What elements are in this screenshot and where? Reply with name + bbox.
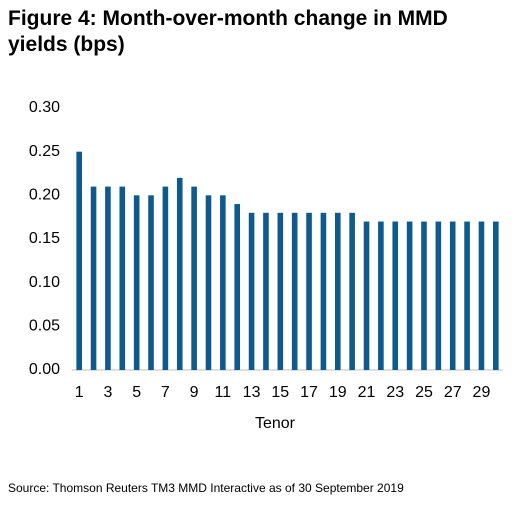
x-tick-label: 23 <box>386 384 404 401</box>
bar <box>234 204 241 370</box>
x-tick-label: 9 <box>190 384 199 401</box>
bar <box>349 212 355 370</box>
bar <box>478 221 485 370</box>
bar <box>205 195 212 370</box>
bar <box>176 177 183 370</box>
bar <box>76 151 82 370</box>
y-tick-label: 0.00 <box>29 361 60 378</box>
bar <box>148 195 154 370</box>
bar <box>421 221 427 370</box>
bar <box>378 221 384 370</box>
y-tick-label: 0.25 <box>29 143 60 160</box>
bar <box>306 212 312 370</box>
bar <box>363 221 370 370</box>
y-tick-label: 0.05 <box>29 318 60 335</box>
x-tick-label: 11 <box>215 384 232 401</box>
bar <box>220 195 226 370</box>
y-tick-label: 0.30 <box>29 99 60 116</box>
y-tick-label: 0.10 <box>29 274 60 291</box>
bar <box>162 186 169 370</box>
chart-title: Figure 4: Month-over-month change in MMD… <box>8 7 448 56</box>
x-tick-label: 29 <box>473 384 491 401</box>
x-tick-label: 17 <box>300 384 318 401</box>
bar <box>464 221 470 370</box>
bar <box>449 221 456 370</box>
bar <box>406 221 413 370</box>
x-axis-label: Tenor <box>255 415 296 432</box>
bar <box>334 212 341 370</box>
bar <box>493 221 499 370</box>
x-tick-label: 27 <box>444 384 462 401</box>
x-tick-label: 15 <box>271 384 289 401</box>
bar <box>248 212 255 370</box>
x-tick-label: 25 <box>415 384 433 401</box>
y-tick-label: 0.15 <box>29 230 60 247</box>
x-tick-label: 1 <box>75 384 84 401</box>
y-tick-label: 0.20 <box>29 187 60 204</box>
bar <box>105 186 111 370</box>
bar <box>119 186 126 370</box>
bar <box>133 195 140 370</box>
x-tick-label: 19 <box>329 384 347 401</box>
x-tick-label: 21 <box>358 384 376 401</box>
bar <box>435 221 442 370</box>
bar <box>191 186 197 370</box>
bar <box>90 186 97 370</box>
bar <box>392 221 399 370</box>
x-tick-label: 3 <box>103 384 112 401</box>
x-tick-label: 5 <box>132 384 141 401</box>
source-note: Source: Thomson Reuters TM3 MMD Interact… <box>8 481 404 495</box>
bar <box>263 212 269 370</box>
bar <box>277 212 284 370</box>
x-tick-label: 13 <box>243 384 261 401</box>
x-tick-label: 7 <box>161 384 170 401</box>
bar <box>291 212 298 370</box>
bar <box>320 212 327 370</box>
